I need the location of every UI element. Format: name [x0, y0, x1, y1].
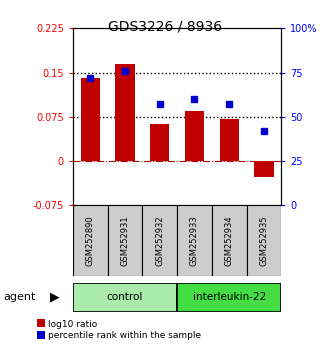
- Text: GDS3226 / 8936: GDS3226 / 8936: [109, 19, 222, 34]
- Bar: [247, 205, 281, 276]
- Bar: [185, 111, 204, 161]
- Bar: [73, 205, 108, 276]
- Bar: [142, 205, 177, 276]
- Text: control: control: [107, 292, 143, 302]
- Bar: [212, 205, 247, 276]
- Bar: [81, 78, 100, 161]
- Bar: [255, 161, 273, 177]
- Bar: [116, 64, 134, 161]
- Text: interleukin-22: interleukin-22: [193, 292, 266, 302]
- Text: GSM252931: GSM252931: [120, 215, 129, 266]
- Bar: [177, 205, 212, 276]
- Bar: [220, 119, 239, 161]
- Text: GSM252935: GSM252935: [260, 215, 268, 266]
- Legend: log10 ratio, percentile rank within the sample: log10 ratio, percentile rank within the …: [38, 320, 202, 340]
- Text: GSM252890: GSM252890: [86, 215, 95, 266]
- Bar: [108, 205, 142, 276]
- Text: GSM252934: GSM252934: [225, 215, 234, 266]
- Text: GSM252932: GSM252932: [155, 215, 164, 266]
- Text: ▶: ▶: [50, 291, 60, 304]
- Text: agent: agent: [3, 292, 36, 302]
- Bar: [177, 283, 281, 312]
- Bar: [150, 124, 169, 161]
- Bar: [73, 283, 177, 312]
- Text: GSM252933: GSM252933: [190, 215, 199, 266]
